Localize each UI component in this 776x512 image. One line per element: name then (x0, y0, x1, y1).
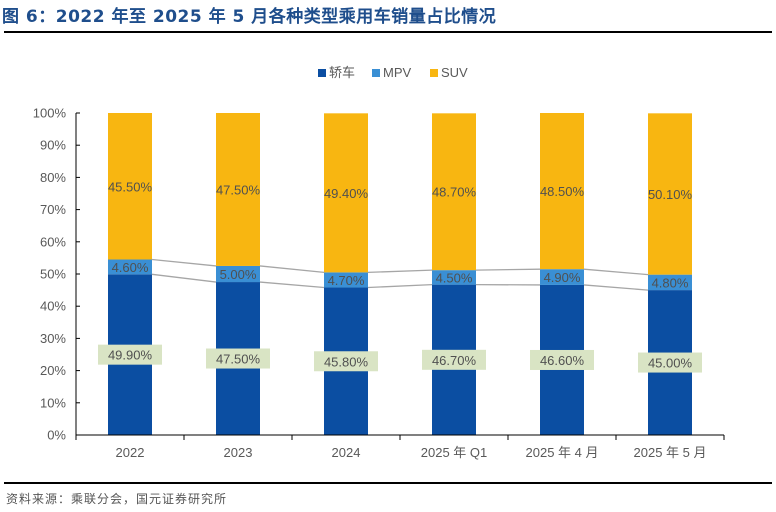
data-label-SUV: 47.50% (216, 182, 261, 197)
y-tick-label: 10% (40, 395, 66, 410)
data-label-box (206, 348, 270, 369)
legend-swatch-SUV (430, 69, 438, 77)
y-tick-label: 100% (33, 106, 67, 121)
axes: 0% 10% 20% 30% 40% 50% 60% 70% 80% 90% 100% 2022 202… (33, 106, 725, 460)
data-label-轿车: 46.60% (540, 353, 585, 368)
series-line-MPV (151, 258, 217, 267)
x-tick-label: 2022 (116, 445, 145, 460)
title-divider (4, 31, 772, 33)
bar-SUV-2025 年 5 月 (648, 113, 692, 275)
bar-MPV-2024 (324, 272, 368, 288)
y-tick-label: 20% (40, 363, 66, 378)
y-tick-label: 40% (40, 299, 66, 314)
y-tick-label: 0% (47, 428, 66, 443)
legend-swatch-轿车 (318, 69, 326, 77)
legend-label-MPV: MPV (383, 65, 412, 80)
legend-label-轿车: 轿车 (329, 65, 355, 80)
bar-MPV-2025 年 4 月 (540, 269, 584, 285)
y-tick-label: 90% (40, 138, 66, 153)
series-line-MPV (475, 268, 541, 271)
data-label-box (422, 349, 486, 370)
series-line-MPV (259, 265, 325, 274)
source-note: 资料来源：乘联分会，国元证券研究所 (6, 492, 228, 506)
data-label-MPV: 4.90% (544, 270, 581, 285)
bar-SUV-2024 (324, 113, 368, 273)
data-label-轿车: 45.00% (648, 356, 693, 371)
x-tick-label: 2024 (332, 445, 361, 460)
data-label-MPV: 4.80% (652, 275, 689, 290)
data-label-MPV: 5.00% (220, 267, 257, 282)
bar-MPV-2022 (108, 259, 152, 275)
series-line-MPV (583, 268, 649, 276)
series-line-轿车 (151, 273, 217, 283)
x-tick-label: 2025 年 Q1 (421, 445, 488, 460)
series-line-轿车 (583, 284, 649, 291)
bar-SUV-2022 (108, 113, 152, 260)
data-label-轿车: 46.70% (432, 353, 477, 368)
x-tick-label: 2025 年 5 月 (634, 445, 707, 460)
legend-label-SUV: SUV (441, 65, 468, 80)
y-tick-label: 50% (40, 267, 66, 282)
series-line-轿车 (367, 283, 433, 289)
data-label-SUV: 48.50% (540, 184, 585, 199)
bar-MPV-2025 年 Q1 (432, 270, 476, 285)
y-tick-label: 80% (40, 170, 66, 185)
bar-MPV-2023 (216, 265, 260, 283)
series-lines (151, 258, 649, 291)
data-label-SUV: 45.50% (108, 179, 153, 194)
data-label-box (98, 344, 162, 365)
data-label-轿车: 47.50% (216, 352, 261, 367)
data-label-MPV: 4.70% (328, 273, 365, 288)
y-tick-label: 60% (40, 234, 66, 249)
data-label-box (638, 352, 702, 373)
data-label-SUV: 48.70% (432, 185, 477, 200)
data-label-SUV: 49.40% (324, 186, 369, 201)
bar-MPV-2025 年 5 月 (648, 274, 692, 291)
data-label-MPV: 4.60% (112, 260, 149, 275)
bar-SUV-2023 (216, 113, 260, 266)
legend-swatch-MPV (372, 69, 380, 77)
data-label-SUV: 50.10% (648, 187, 693, 202)
data-label-box (314, 351, 378, 372)
footer-divider (4, 482, 772, 484)
x-tick-label: 2025 年 4 月 (526, 445, 599, 460)
data-label-轿车: 49.90% (108, 348, 153, 363)
data-label-轿车: 45.80% (324, 354, 369, 369)
bar-SUV-2025 年 Q1 (432, 113, 476, 271)
data-label-MPV: 4.50% (436, 270, 473, 285)
bar-SUV-2025 年 4 月 (540, 113, 584, 270)
y-tick-label: 30% (40, 331, 66, 346)
legend: 轿车 MPV SUV (318, 65, 468, 80)
y-tick-label: 70% (40, 202, 66, 217)
bars (108, 113, 692, 435)
x-tick-label: 2023 (224, 445, 253, 460)
data-labels: 49.90% 47.50% 45.80% 46.70% 46.60% 45.00% 4.60… (98, 179, 702, 373)
series-line-MPV (367, 269, 433, 274)
series-line-轿车 (259, 281, 325, 289)
data-label-box (530, 349, 594, 370)
figure-title: 图 6：2022 年至 2025 年 5 月各种类型乘用车销量占比情况 (2, 7, 497, 27)
stacked-bar-chart: 轿车 MPV SUV 0% 10% 20% 30% 40% 50% 60% 70% 80% 90% 10… (33, 65, 725, 460)
